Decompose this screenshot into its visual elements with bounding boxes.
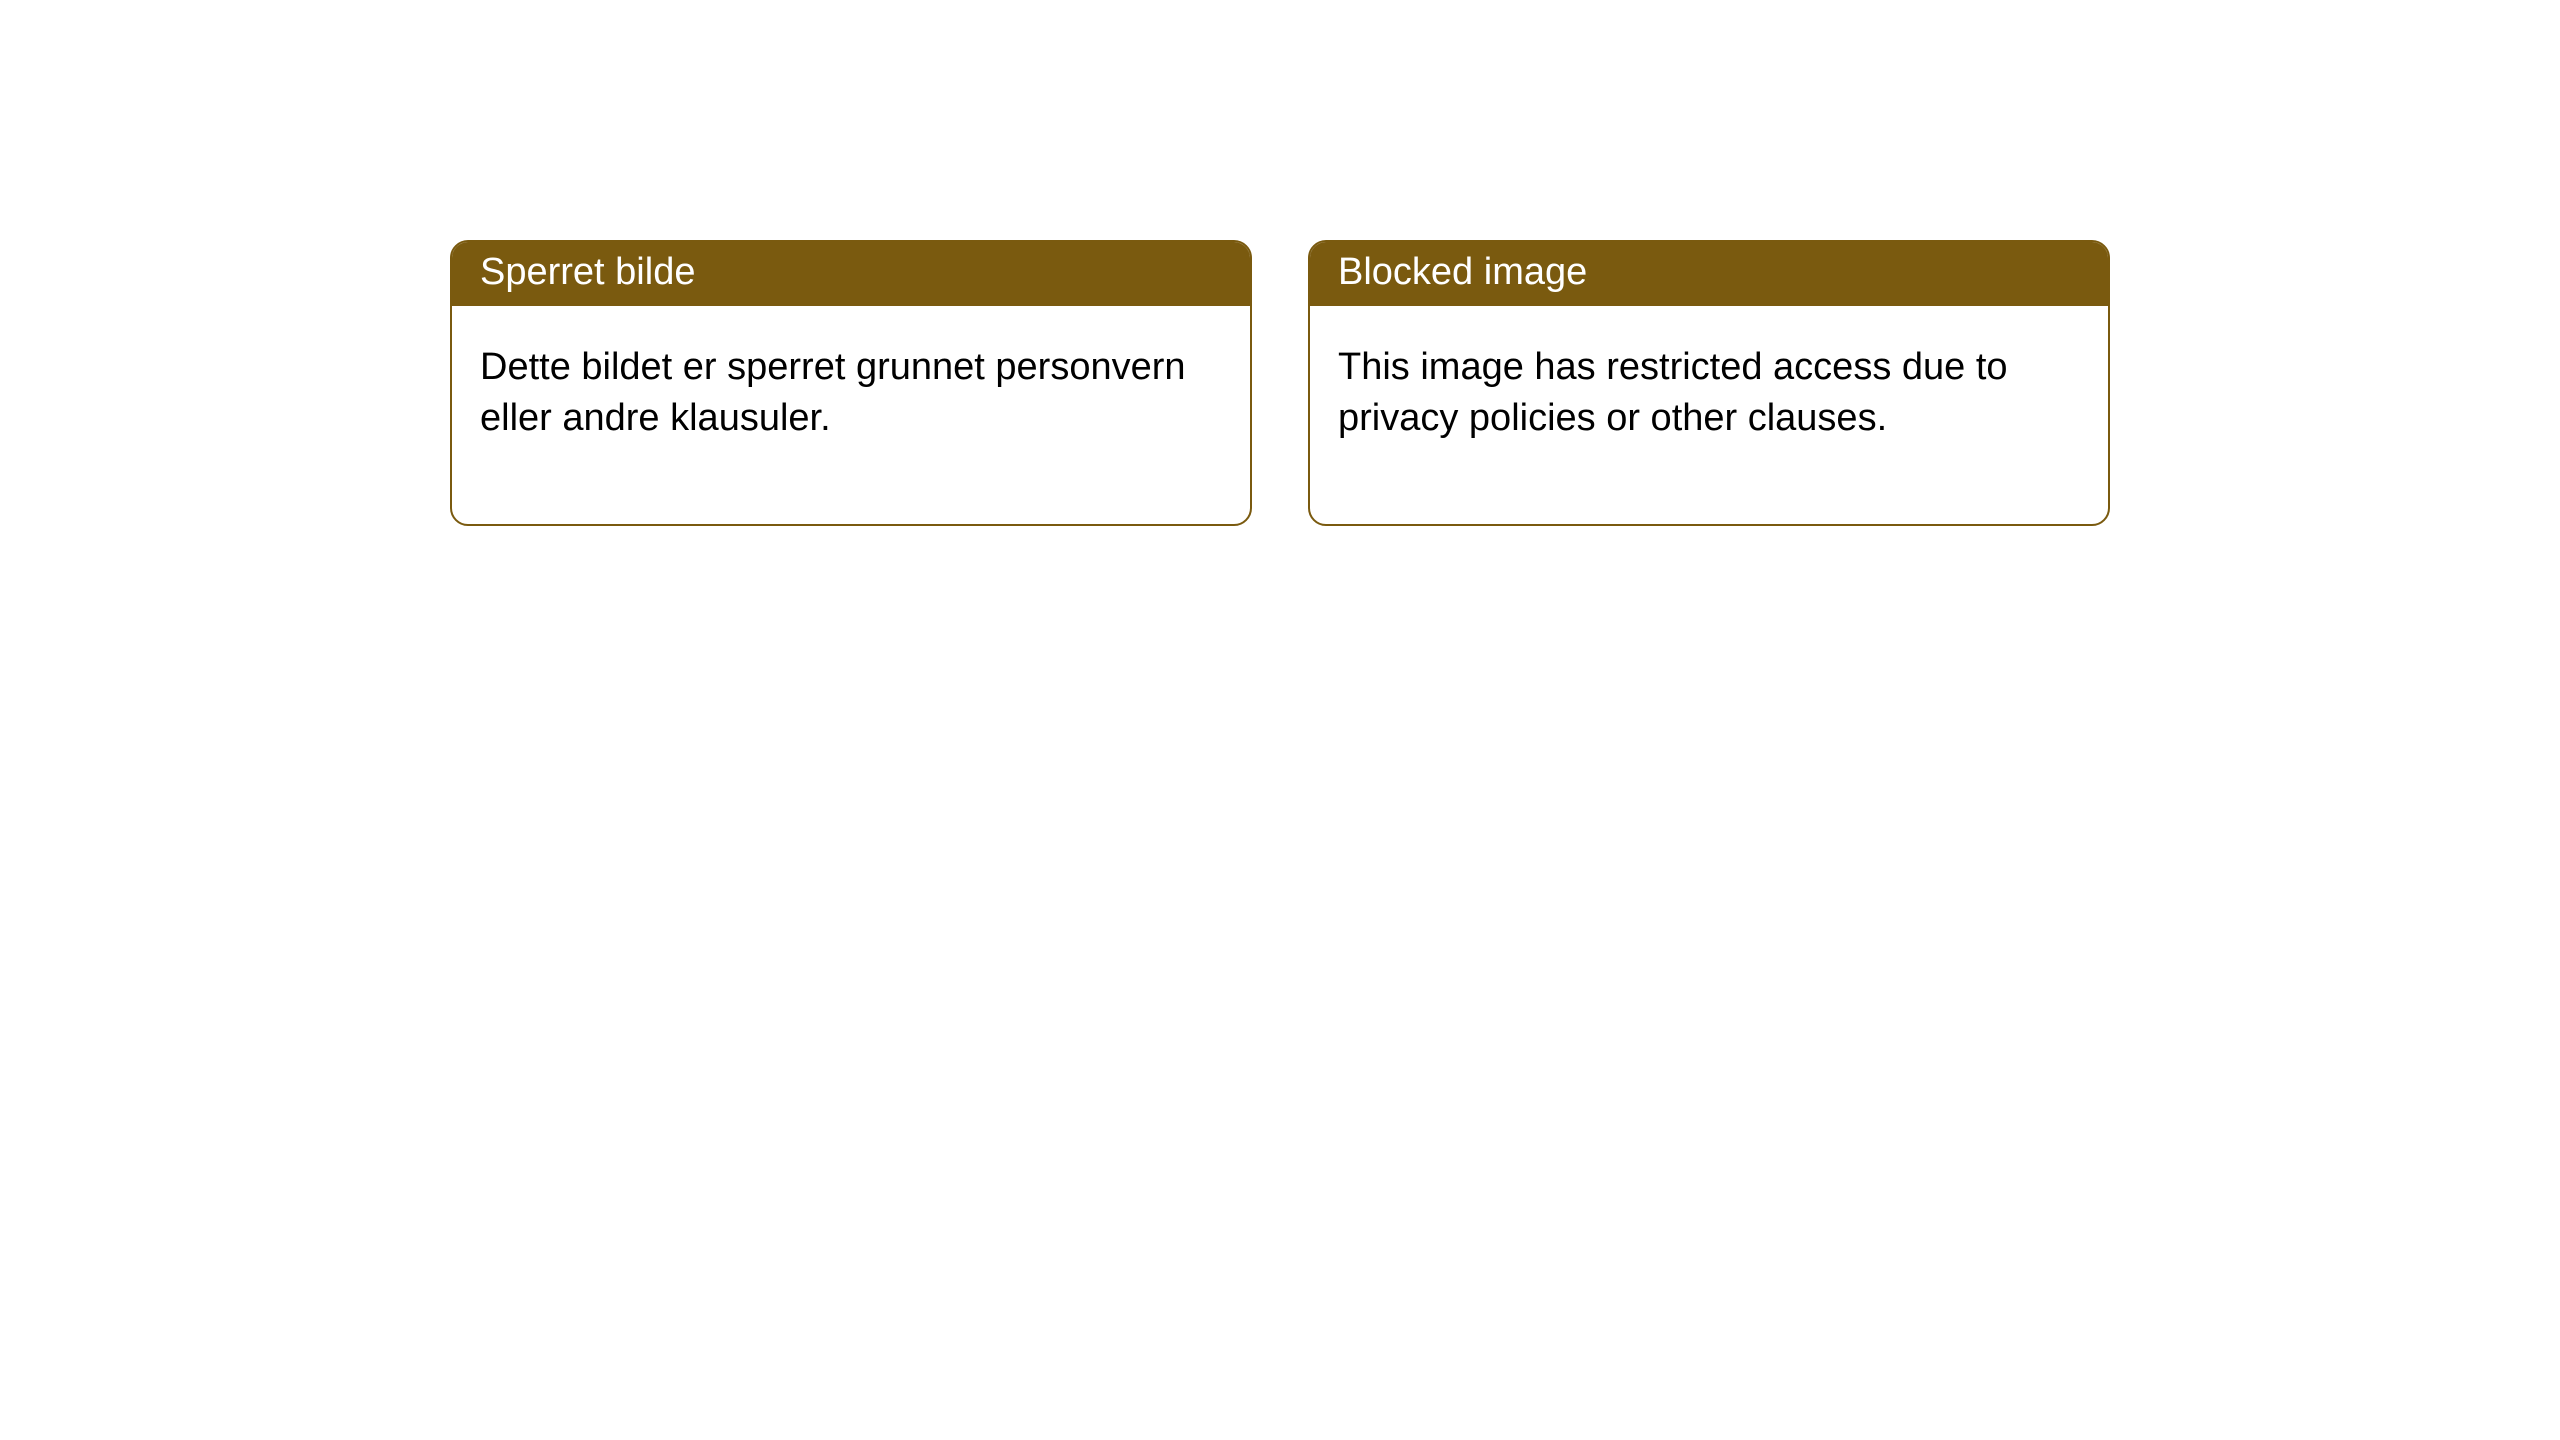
blocked-image-card-en: Blocked image This image has restricted …	[1308, 240, 2110, 526]
card-body-en: This image has restricted access due to …	[1310, 306, 2108, 525]
card-title-en: Blocked image	[1310, 242, 2108, 306]
card-title-no: Sperret bilde	[452, 242, 1250, 306]
notice-cards-row: Sperret bilde Dette bildet er sperret gr…	[450, 240, 2110, 526]
card-body-no: Dette bildet er sperret grunnet personve…	[452, 306, 1250, 525]
blocked-image-card-no: Sperret bilde Dette bildet er sperret gr…	[450, 240, 1252, 526]
